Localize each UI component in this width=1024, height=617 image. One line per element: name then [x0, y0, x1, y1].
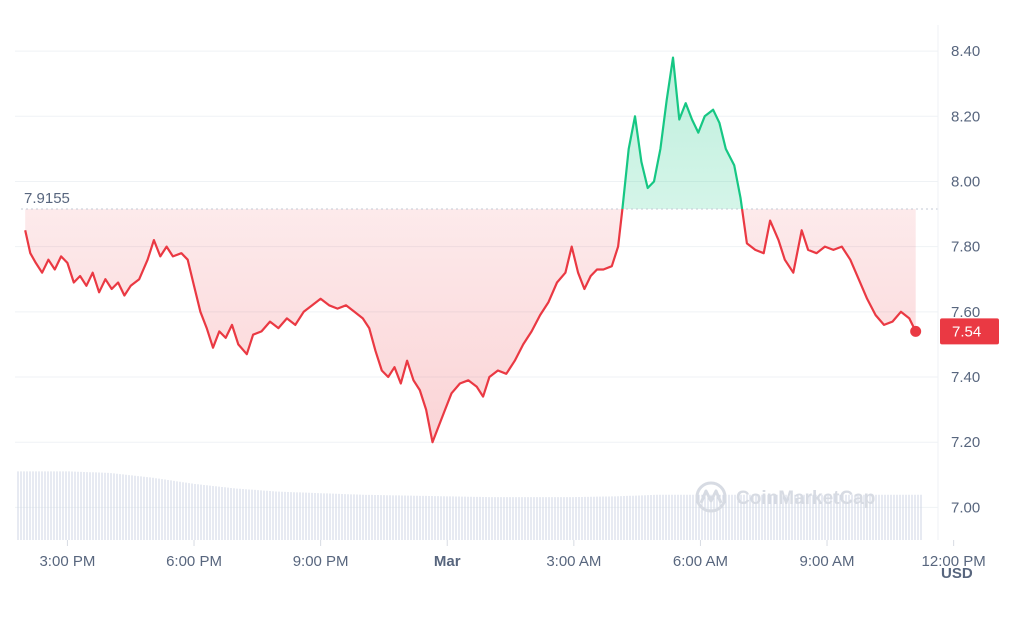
- volume-bars: [17, 471, 922, 540]
- coinmarketcap-watermark: CoinMarketCap: [695, 481, 875, 513]
- y-tick-label: 7.60: [951, 304, 980, 321]
- y-tick-label: 7.80: [951, 239, 980, 256]
- y-axis: 7.00 7.20 7.40 7.60 7.80 8.00 8.20 8.40: [951, 43, 980, 516]
- x-tick-label: 3:00 AM: [546, 553, 601, 570]
- y-tick-label: 7.00: [951, 499, 980, 516]
- currency-label: USD: [941, 565, 973, 582]
- current-price-label: 7.54: [952, 323, 981, 340]
- y-tick-label: 8.00: [951, 173, 980, 190]
- current-price-dot: [910, 325, 922, 337]
- watermark-text: CoinMarketCap: [736, 488, 875, 509]
- x-tick-label: 9:00 AM: [800, 553, 855, 570]
- x-tick-label: 3:00 PM: [39, 553, 95, 570]
- current-price-badge-bg: [940, 318, 999, 345]
- price-line: [24, 56, 917, 444]
- reference-price-label: 7.9155: [24, 190, 70, 207]
- x-tick-label: 9:00 PM: [293, 553, 349, 570]
- price-area-up: [622, 57, 743, 209]
- price-area: [25, 57, 916, 443]
- current-price-badge: 7.54: [940, 318, 999, 345]
- y-tick-label: 8.40: [951, 43, 980, 60]
- y-tick-label: 8.20: [951, 108, 980, 125]
- price-line-down: [24, 208, 917, 444]
- y-tick-label: 7.40: [951, 369, 980, 386]
- x-tick-label: 6:00 PM: [166, 553, 222, 570]
- x-axis: 3:00 PM 6:00 PM 9:00 PM Mar 3:00 AM 6:00 AM 9:…: [39, 540, 986, 570]
- x-tick-label: 6:00 AM: [673, 553, 728, 570]
- x-tick-label: Mar: [434, 553, 461, 570]
- coinmarketcap-logo-icon: [695, 481, 727, 513]
- y-tick-label: 7.20: [951, 434, 980, 451]
- price-area-down: [25, 208, 916, 443]
- x-tick-label: 12:00 PM: [922, 553, 986, 570]
